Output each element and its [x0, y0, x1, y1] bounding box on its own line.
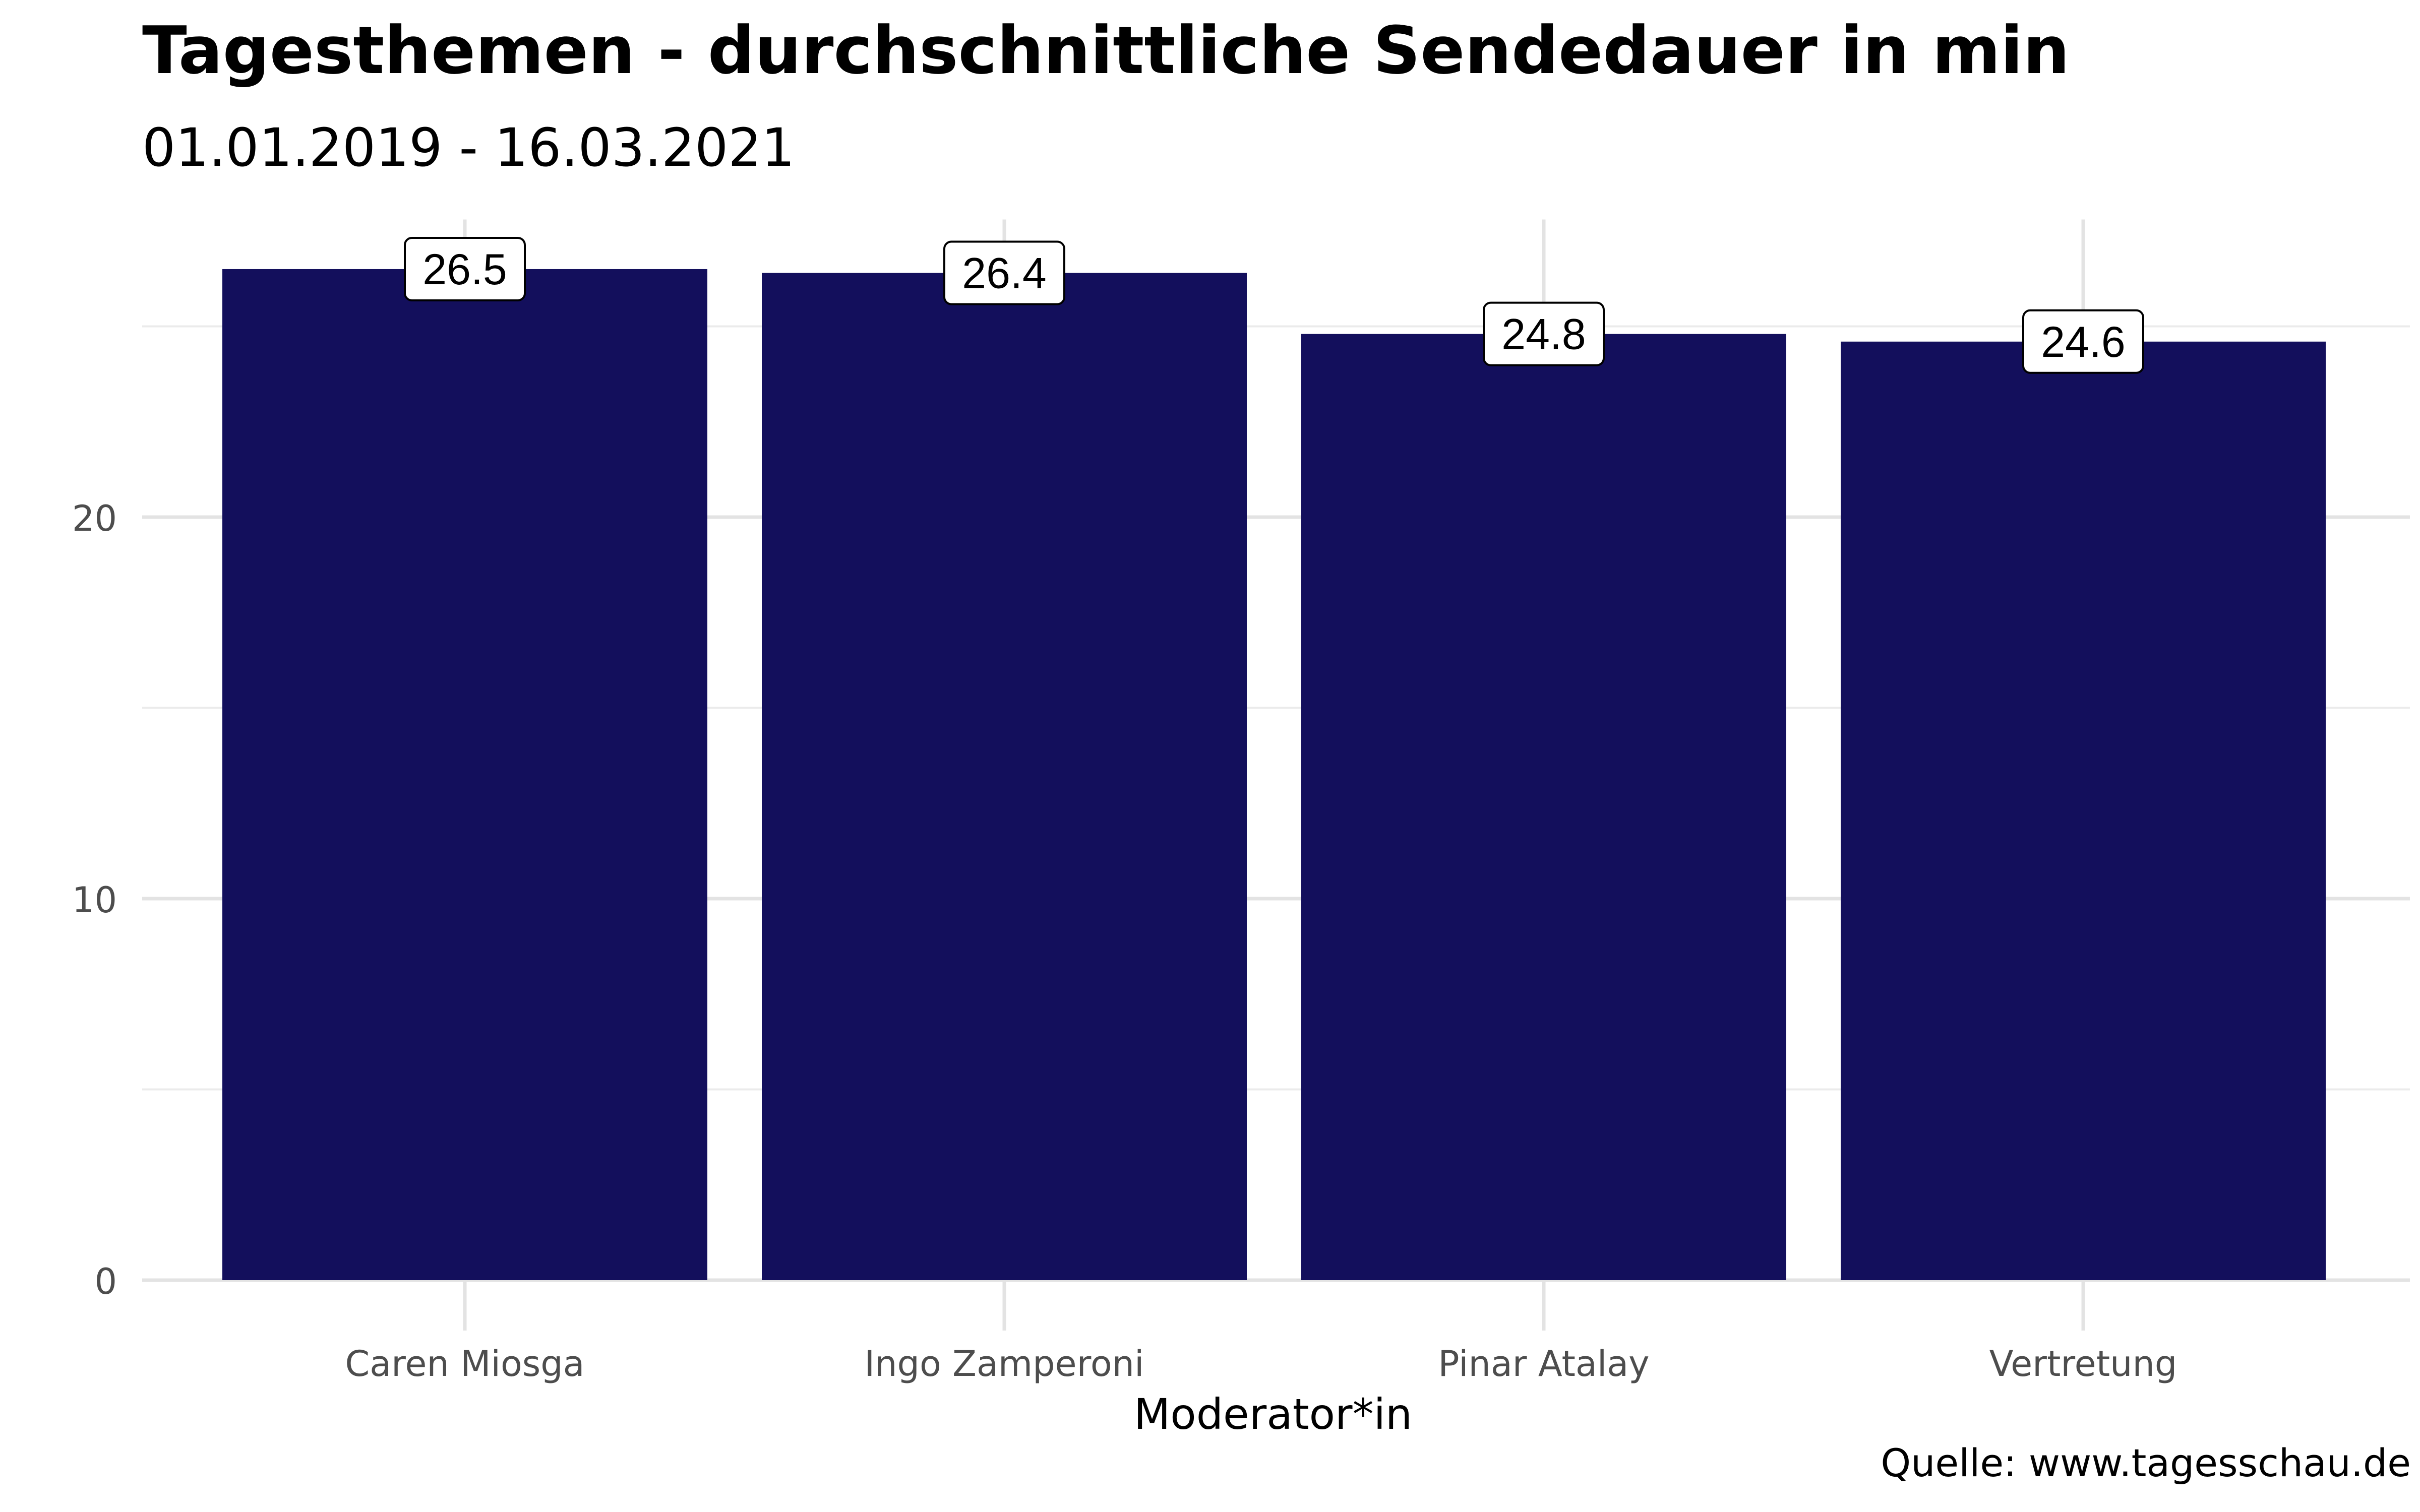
bar	[1841, 341, 2326, 1280]
svg-text:26.4: 26.4	[962, 249, 1046, 298]
svg-text:24.8: 24.8	[1501, 310, 1586, 359]
x-tick-label: Vertretung	[1989, 1343, 2177, 1384]
bar	[1301, 334, 1786, 1280]
y-tick-label: 0	[94, 1261, 117, 1302]
x-tick-label: Pinar Atalay	[1438, 1343, 1649, 1384]
data-label: 24.6	[2022, 309, 2144, 374]
data-label: 26.4	[943, 240, 1065, 305]
chart-title: Tagesthemen - durchschnittliche Sendedau…	[142, 12, 2070, 89]
x-tick-label: Caren Miosga	[345, 1343, 584, 1384]
data-label: 26.5	[404, 236, 526, 301]
y-tick-label: 20	[72, 498, 117, 539]
x-axis-title: Moderator*in	[1134, 1390, 1412, 1439]
y-tick-label: 10	[72, 879, 117, 921]
source-caption: Quelle: www.tagesschau.de	[1881, 1440, 2411, 1485]
svg-text:24.6: 24.6	[2041, 318, 2125, 366]
x-tick-label: Ingo Zamperoni	[865, 1343, 1144, 1384]
data-label: 24.8	[1483, 301, 1605, 366]
bar	[222, 269, 707, 1281]
data-labels: 26.5 26.4 24.8 24.6	[404, 236, 2144, 374]
bar	[762, 273, 1247, 1280]
chart-subtitle: 01.01.2019 - 16.03.2021	[142, 117, 795, 178]
axes: 0 10 20 Caren Miosga Ingo Zamperoni Pinar Ata…	[72, 498, 2177, 1384]
svg-text:26.5: 26.5	[422, 245, 507, 294]
bars	[222, 269, 2326, 1281]
